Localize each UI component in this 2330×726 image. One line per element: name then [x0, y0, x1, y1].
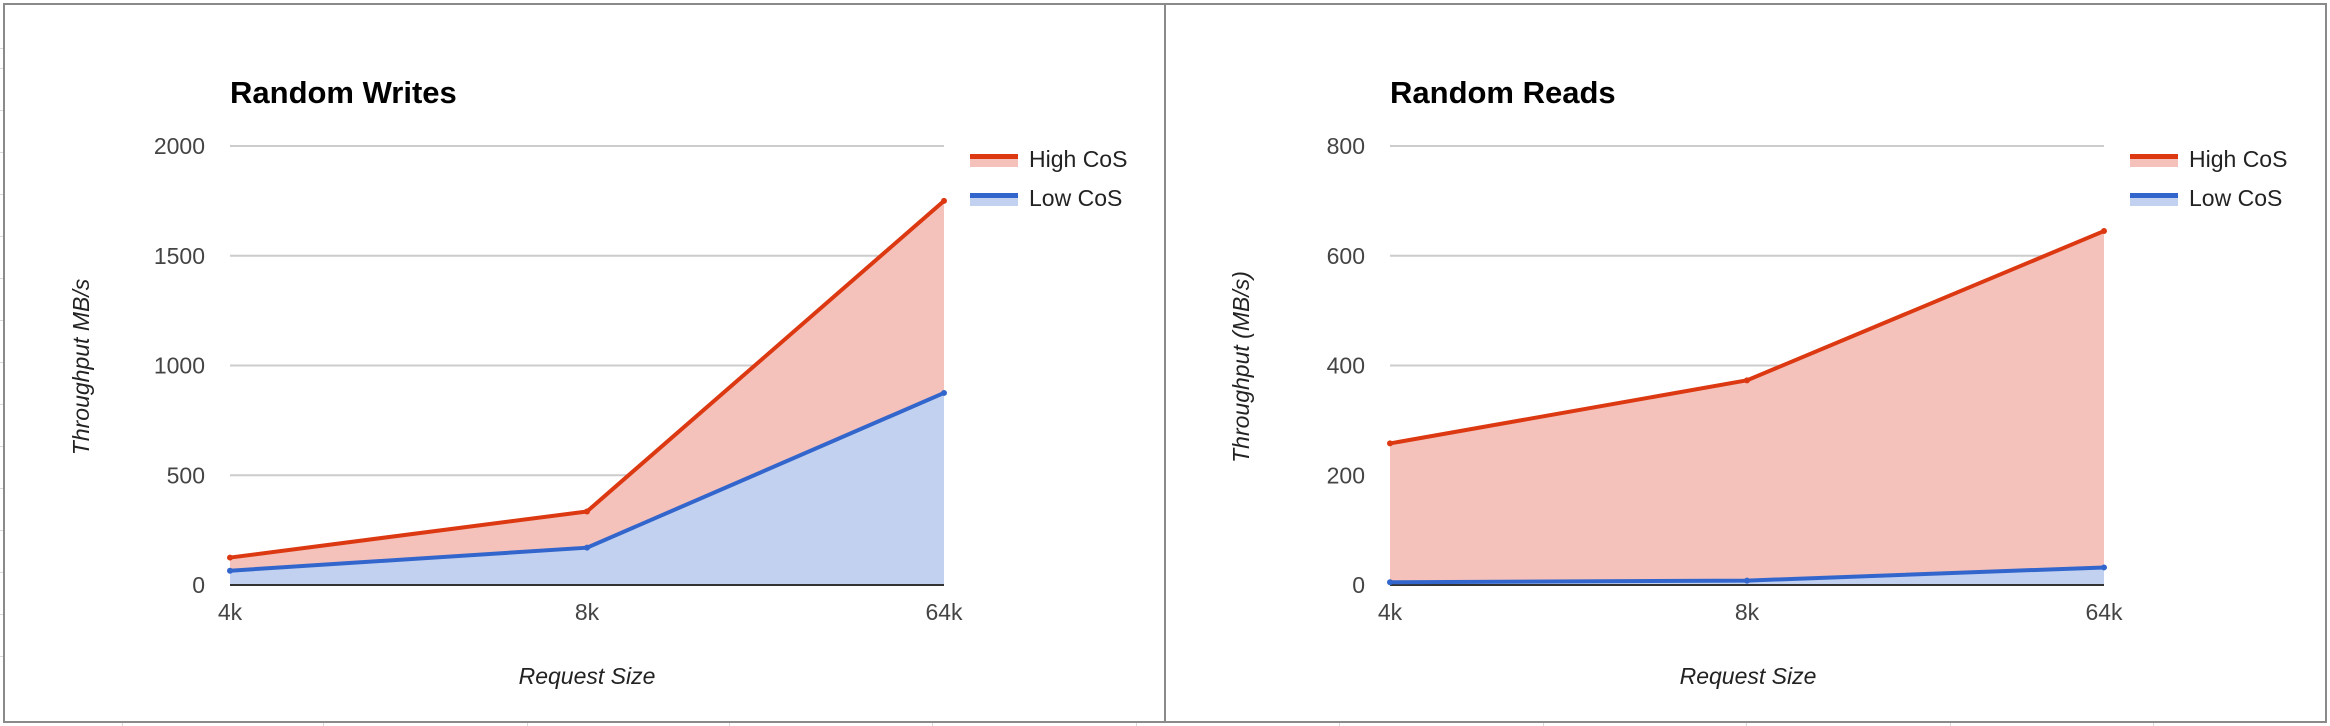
y-tick-label: 1500 [154, 243, 205, 269]
legend-item-low-cos[interactable]: Low CoS [970, 185, 1122, 211]
legend-label-low-cos: Low CoS [1029, 185, 1122, 211]
x-tick-label: 64k [925, 599, 963, 625]
x-axis-title: Request Size [519, 663, 656, 689]
sheet-gridline [122, 720, 123, 726]
sheet-gridline [1543, 720, 1544, 726]
x-tick-label: 4k [218, 599, 243, 625]
data-point[interactable] [2101, 228, 2107, 235]
legend-swatch-fill [970, 157, 1018, 167]
chart-title: Random Writes [230, 75, 457, 110]
legend-item-high-cos[interactable]: High CoS [970, 146, 1127, 172]
legend-label-high-cos: High CoS [1029, 146, 1127, 172]
data-point[interactable] [1387, 579, 1393, 586]
data-point[interactable] [1744, 577, 1750, 584]
legend[interactable]: High CoS Low CoS [970, 146, 1127, 211]
legend-swatch-fill [970, 196, 1018, 206]
plot-area: 0 200 400 600 800 4k 8k 64k [1327, 133, 2123, 625]
sheet-gridline [1136, 720, 1137, 726]
x-tick-label: 64k [2085, 599, 2123, 625]
x-tick-label: 8k [575, 599, 600, 625]
data-point[interactable] [584, 544, 590, 551]
y-axis-title: Throughput (MB/s) [1228, 271, 1254, 463]
legend-swatch-line [970, 193, 1018, 198]
y-tick-label: 0 [1352, 572, 1365, 598]
y-tick-label: 0 [192, 572, 205, 598]
sheet-gridline [1746, 720, 1747, 726]
legend-label-high-cos: High CoS [2189, 146, 2287, 172]
chart-panel-random-writes[interactable]: 0 500 1000 1500 2000 4k 8k 64k Random Writes Re… [3, 3, 1166, 723]
sheet-gridline [729, 720, 730, 726]
y-axis-title: Throughput MB/s [68, 278, 94, 455]
data-point[interactable] [1744, 377, 1750, 384]
y-tick-label: 500 [167, 462, 205, 488]
y-tick-label: 200 [1327, 462, 1365, 488]
sheet-gridline [1339, 720, 1340, 726]
y-tick-label: 1000 [154, 353, 205, 379]
sheet-gridline [2153, 720, 2154, 726]
legend-swatch-fill [2130, 196, 2178, 206]
x-axis-title: Request Size [1680, 663, 1817, 689]
y-tick-label: 400 [1327, 353, 1365, 379]
data-point[interactable] [227, 567, 233, 574]
x-tick-label: 8k [1735, 599, 1760, 625]
chart-title: Random Reads [1390, 75, 1616, 110]
y-tick-label: 2000 [154, 133, 205, 159]
data-point[interactable] [2101, 564, 2107, 571]
sheet-gridline [527, 720, 528, 726]
data-point[interactable] [584, 508, 590, 515]
sheet-gridline [932, 720, 933, 726]
area-high-cos [1390, 231, 2104, 585]
sheet-gridline [1950, 720, 1951, 726]
area-low-cos [1390, 567, 2104, 585]
area-low-cos [230, 392, 944, 585]
legend-label-low-cos: Low CoS [2189, 185, 2282, 211]
legend-swatch-line [2130, 154, 2178, 159]
data-point[interactable] [941, 197, 947, 204]
legend-item-low-cos[interactable]: Low CoS [2130, 185, 2282, 211]
chart-panel-random-reads[interactable]: 0 200 400 600 800 4k 8k 64k Random Reads Reques… [1164, 3, 2327, 723]
data-point[interactable] [1387, 440, 1393, 447]
legend-swatch-fill [2130, 157, 2178, 167]
y-tick-label: 600 [1327, 243, 1365, 269]
plot-area: 0 500 1000 1500 2000 4k 8k 64k [154, 133, 963, 625]
data-point[interactable] [941, 389, 947, 396]
legend[interactable]: High CoS Low CoS [2130, 146, 2287, 211]
sheet-gridline [323, 720, 324, 726]
random-reads-chart: 0 200 400 600 800 4k 8k 64k Random Reads Reques… [1228, 75, 2287, 689]
random-writes-chart: 0 500 1000 1500 2000 4k 8k 64k Random Writes Re… [68, 75, 1127, 689]
legend-swatch-line [2130, 193, 2178, 198]
y-tick-label: 800 [1327, 133, 1365, 159]
legend-swatch-line [970, 154, 1018, 159]
data-point[interactable] [227, 554, 233, 561]
legend-item-high-cos[interactable]: High CoS [2130, 146, 2287, 172]
x-tick-label: 4k [1378, 599, 1403, 625]
